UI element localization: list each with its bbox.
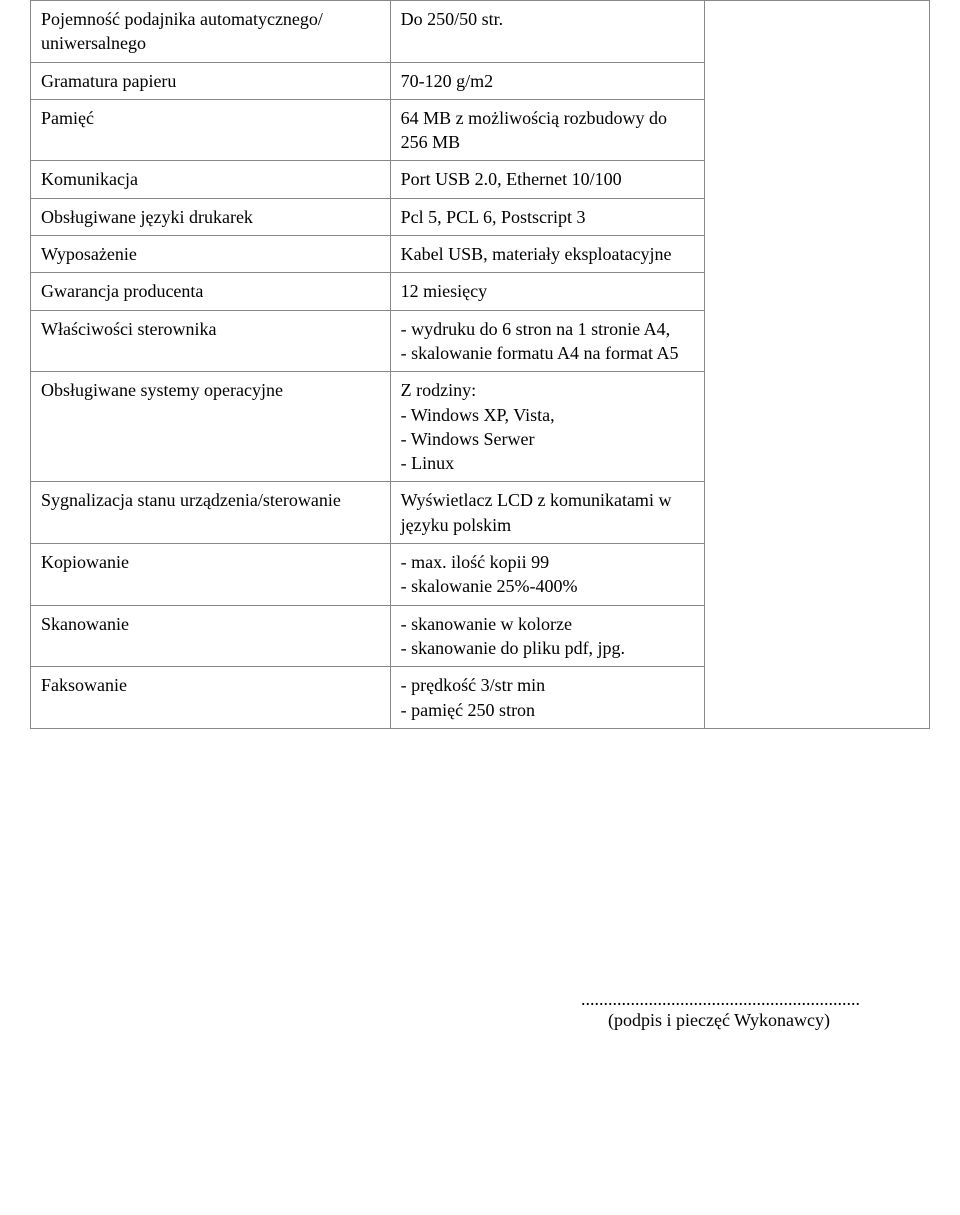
cell-label: Faksowanie [31,667,391,729]
cell-value: Kabel USB, materiały eksploatacyjne [390,236,705,273]
cell-empty-span [705,1,930,729]
cell-label: Skanowanie [31,605,391,667]
cell-value: Pcl 5, PCL 6, Postscript 3 [390,198,705,235]
signature-caption: (podpis i pieczęć Wykonawcy) [30,1010,930,1031]
cell-label: Kopiowanie [31,544,391,606]
cell-value: Z rodziny: - Windows XP, Vista, - Window… [390,372,705,482]
cell-label: Obsługiwane systemy operacyjne [31,372,391,482]
cell-value: - max. ilość kopii 99 - skalowanie 25%-4… [390,544,705,606]
cell-label: Gramatura papieru [31,62,391,99]
page: Pojemność podajnika automatycznego/ uniw… [0,0,960,1071]
cell-value: - skanowanie w kolorze - skanowanie do p… [390,605,705,667]
cell-value: Wyświetlacz LCD z komunikatami w języku … [390,482,705,544]
cell-label: Komunikacja [31,161,391,198]
signature-line: ........................................… [30,989,930,1010]
cell-label: Wyposażenie [31,236,391,273]
cell-value: - prędkość 3/str min - pamięć 250 stron [390,667,705,729]
cell-value: 12 miesięcy [390,273,705,310]
cell-value: 70-120 g/m2 [390,62,705,99]
spec-table: Pojemność podajnika automatycznego/ uniw… [30,0,930,729]
cell-label: Pojemność podajnika automatycznego/ uniw… [31,1,391,63]
cell-label: Obsługiwane języki drukarek [31,198,391,235]
table-row: Pojemność podajnika automatycznego/ uniw… [31,1,930,63]
cell-label: Sygnalizacja stanu urządzenia/sterowanie [31,482,391,544]
cell-label: Gwarancja producenta [31,273,391,310]
cell-label: Właściwości sterownika [31,310,391,372]
cell-value: - wydruku do 6 stron na 1 stronie A4, - … [390,310,705,372]
cell-value: Port USB 2.0, Ethernet 10/100 [390,161,705,198]
cell-value: 64 MB z możliwością rozbudowy do 256 MB [390,99,705,161]
cell-label: Pamięć [31,99,391,161]
cell-value: Do 250/50 str. [390,1,705,63]
